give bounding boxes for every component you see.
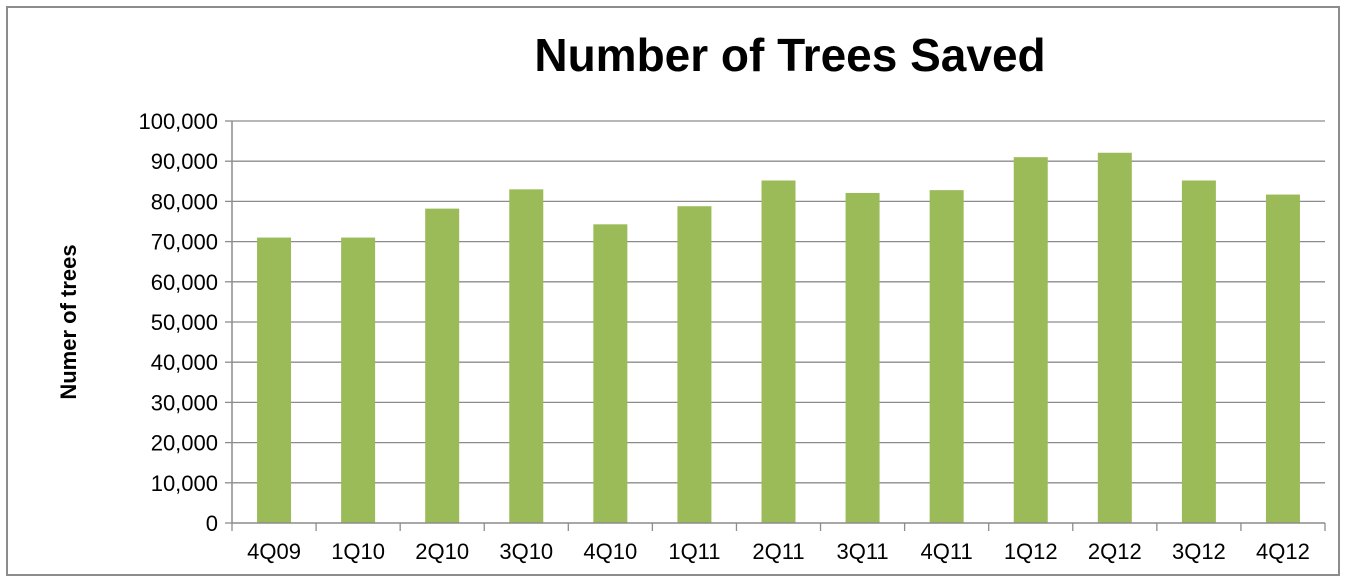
x-tick-labels: 4Q09 1Q10 2Q10 3Q10 4Q10 1Q11 2Q11 3Q11 4Q11 1Q12…: [247, 539, 1310, 564]
x-tick-label: 1Q11: [668, 539, 720, 564]
y-tick-label: 70,000: [151, 230, 218, 255]
bar: [593, 224, 628, 523]
x-tick-label: 1Q12: [1004, 539, 1058, 564]
axes: [225, 120, 1326, 531]
y-tick-label: 60,000: [151, 270, 218, 295]
y-tick-label: 100,000: [138, 109, 218, 134]
x-tick-label: 3Q12: [1172, 539, 1226, 564]
bar: [425, 208, 460, 524]
bar: [257, 237, 292, 523]
x-tick-label: 3Q11: [836, 539, 888, 564]
bar: [1265, 194, 1300, 524]
x-tick-label: 3Q10: [499, 539, 553, 564]
y-tick-labels: 0 10,000 20,000 30,000 40,000 50,000 60,000 70,…: [138, 109, 218, 536]
y-tick-label: 80,000: [151, 189, 218, 214]
bar: [509, 189, 544, 523]
x-tick-label: 4Q09: [247, 539, 301, 564]
bar: [929, 190, 964, 524]
bar: [845, 192, 880, 523]
x-tick-label: 2Q10: [415, 539, 469, 564]
y-tick-label: 50,000: [151, 310, 218, 335]
y-axis-label: Numer of trees: [56, 244, 81, 399]
bar: [1013, 157, 1048, 523]
y-tick-label: 10,000: [151, 471, 218, 496]
y-tick-label: 40,000: [151, 350, 218, 375]
bar: [761, 180, 796, 523]
x-tick-label: 1Q10: [331, 539, 385, 564]
chart-title: Number of Trees Saved: [534, 29, 1046, 81]
x-tick-label: 4Q10: [583, 539, 637, 564]
bar: [341, 237, 376, 523]
y-tick-label: 90,000: [151, 149, 218, 174]
bar: [677, 206, 712, 523]
bar: [1181, 180, 1216, 523]
x-tick-label: 4Q12: [1256, 539, 1310, 564]
bar: [1097, 152, 1132, 523]
y-tick-label: 30,000: [151, 390, 218, 415]
y-tick-label: 0: [206, 511, 218, 536]
bars: [257, 152, 1300, 524]
x-tick-label: 2Q12: [1088, 539, 1142, 564]
x-tick-label: 4Q11: [921, 539, 973, 564]
y-tick-label: 20,000: [151, 431, 218, 456]
x-tick-label: 2Q11: [752, 539, 804, 564]
